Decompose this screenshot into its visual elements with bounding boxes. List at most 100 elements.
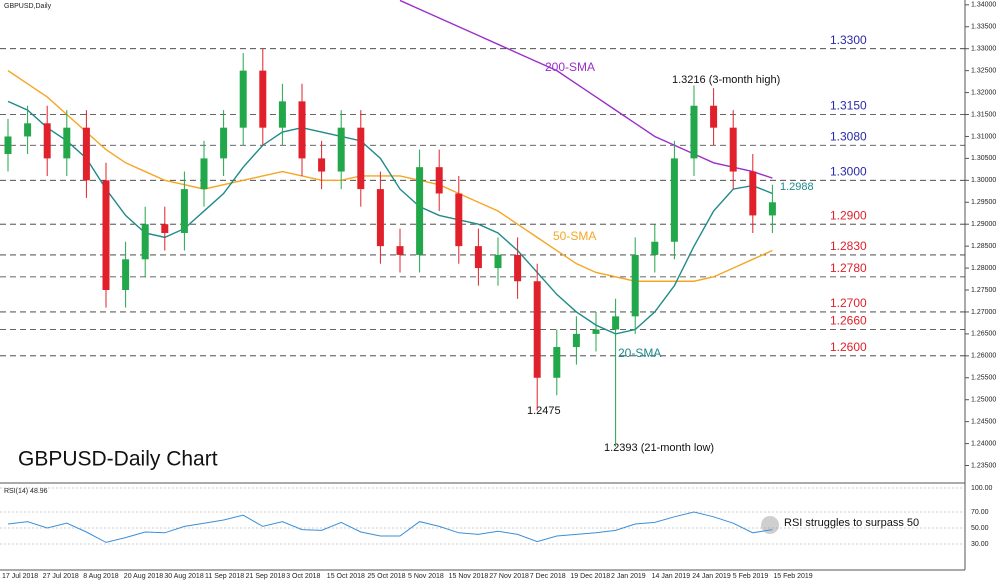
candle-body — [298, 101, 306, 159]
candle-body — [43, 123, 51, 159]
x-tick-label: 24 Jan 2019 — [692, 573, 731, 580]
candle-body — [670, 158, 678, 242]
candle-body — [63, 127, 71, 159]
candle-body — [533, 281, 541, 378]
symbol-label: GBPUSD,Daily — [4, 3, 52, 10]
rsi-tick-label: 30.00 — [971, 541, 989, 548]
sma-line — [7, 100, 773, 335]
candle-body — [749, 171, 757, 216]
level-label: 1.3150 — [830, 99, 867, 113]
candle-body — [24, 123, 32, 137]
x-tick-label: 15 Nov 2018 — [449, 573, 489, 580]
y-tick-label: 1.24500 — [971, 418, 996, 425]
level-label: 1.2660 — [830, 314, 867, 328]
y-tick-label: 1.31500 — [971, 111, 996, 118]
y-tick-label: 1.34000 — [971, 2, 996, 9]
y-tick-label: 1.33500 — [971, 24, 996, 31]
x-tick-label: 25 Oct 2018 — [367, 573, 405, 580]
candle-body — [4, 136, 12, 155]
y-tick-label: 1.31000 — [971, 133, 996, 140]
rsi-line — [7, 511, 773, 543]
series-label: 50-SMA — [553, 229, 596, 243]
candle-body — [494, 254, 502, 269]
y-tick-label: 1.25000 — [971, 397, 996, 404]
rsi-tick-label: 100.00 — [971, 485, 993, 492]
candle-body — [416, 167, 424, 255]
annotation: 1.2393 (21-month low) — [604, 442, 714, 454]
y-tick-label: 1.27000 — [971, 309, 996, 316]
candle-body — [102, 180, 110, 291]
y-tick-label: 1.24000 — [971, 440, 996, 447]
candle-body — [474, 246, 482, 269]
y-tick-label: 1.28500 — [971, 243, 996, 250]
candle-body — [239, 70, 247, 128]
y-tick-label: 1.29500 — [971, 199, 996, 206]
annotation: 1.2475 — [527, 405, 561, 417]
x-tick-label: 5 Feb 2019 — [733, 573, 769, 580]
y-tick-label: 1.26000 — [971, 353, 996, 360]
x-tick-label: 15 Feb 2019 — [773, 573, 812, 580]
candle-body — [318, 158, 326, 172]
x-tick-label: 17 Jul 2018 — [2, 573, 38, 580]
annotation: 1.3216 (3-month high) — [672, 74, 780, 86]
y-tick-label: 1.26500 — [971, 331, 996, 338]
candle-body — [357, 127, 365, 190]
rsi-tick-label: 50.00 — [971, 525, 989, 532]
y-tick-label: 1.29000 — [971, 221, 996, 228]
rsi-tick-label: 70.00 — [971, 509, 989, 516]
x-tick-label: 21 Sep 2018 — [246, 573, 286, 580]
candle-body — [435, 167, 443, 194]
y-tick-label: 1.32000 — [971, 89, 996, 96]
x-tick-label: 27 Jul 2018 — [43, 573, 79, 580]
series-label: 200-SMA — [545, 60, 595, 74]
level-label: 1.3000 — [830, 165, 867, 179]
x-tick-label: 5 Nov 2018 — [408, 573, 444, 580]
candle-body — [651, 241, 659, 255]
y-tick-label: 1.30000 — [971, 177, 996, 184]
candle-body — [337, 127, 345, 172]
candle-body — [612, 316, 620, 330]
candle-body — [141, 224, 149, 260]
candle-body — [572, 333, 580, 348]
y-tick-label: 1.25500 — [971, 375, 996, 382]
candle-body — [122, 259, 130, 291]
candle-body — [278, 101, 286, 128]
y-tick-label: 1.27500 — [971, 287, 996, 294]
candle-body — [768, 202, 776, 216]
x-tick-label: 2 Jan 2019 — [611, 573, 646, 580]
x-tick-label: 7 Dec 2018 — [530, 573, 566, 580]
x-tick-label: 27 Nov 2018 — [489, 573, 529, 580]
candle-body — [690, 105, 698, 159]
chart-title: GBPUSD-Daily Chart — [18, 448, 218, 471]
candle-body — [710, 105, 718, 128]
x-tick-label: 14 Jan 2019 — [652, 573, 691, 580]
candle-body — [220, 127, 228, 159]
candle-body — [729, 127, 737, 172]
level-label: 1.2900 — [830, 208, 867, 222]
candle-body — [396, 246, 404, 255]
level-label: 1.2600 — [830, 340, 867, 354]
y-tick-label: 1.33000 — [971, 46, 996, 53]
highlight — [761, 516, 779, 534]
y-tick-label: 1.23500 — [971, 462, 996, 469]
level-label: 1.3080 — [830, 129, 867, 143]
candle-body — [455, 193, 463, 247]
candle-body — [592, 329, 600, 334]
level-label: 1.2780 — [830, 261, 867, 275]
sma-line — [7, 70, 773, 282]
level-label: 1.3300 — [830, 33, 867, 47]
x-tick-label: 20 Aug 2018 — [124, 573, 163, 580]
candle-body — [82, 127, 90, 181]
x-tick-label: 19 Dec 2018 — [570, 573, 610, 580]
x-tick-label: 15 Oct 2018 — [327, 573, 365, 580]
sma-line — [399, 0, 773, 179]
x-tick-label: 11 Sep 2018 — [205, 573, 244, 580]
candle-body — [376, 189, 384, 247]
series-label: 20-SMA — [618, 346, 661, 360]
candle-body — [200, 158, 208, 190]
x-tick-label: 8 Aug 2018 — [83, 573, 119, 580]
candle-body — [259, 70, 267, 128]
candle-body — [553, 347, 561, 378]
